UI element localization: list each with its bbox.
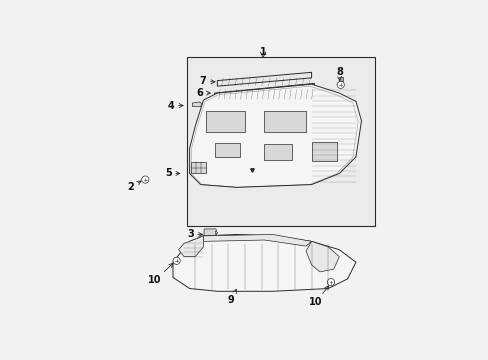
Polygon shape	[189, 84, 361, 187]
Text: 10: 10	[148, 263, 173, 285]
Bar	[191, 162, 206, 174]
Polygon shape	[192, 102, 202, 107]
Polygon shape	[217, 72, 311, 86]
Circle shape	[336, 81, 344, 89]
Polygon shape	[305, 242, 339, 272]
Circle shape	[173, 257, 180, 264]
Circle shape	[327, 279, 334, 286]
Bar	[264, 144, 292, 159]
Polygon shape	[215, 231, 218, 234]
Circle shape	[142, 176, 148, 183]
Bar	[214, 143, 239, 157]
Bar	[186, 57, 375, 226]
Text: 6: 6	[196, 88, 210, 98]
Bar	[264, 111, 305, 132]
Bar	[311, 141, 336, 161]
Text: 8: 8	[335, 67, 342, 81]
FancyBboxPatch shape	[203, 229, 216, 237]
Text: 4: 4	[167, 100, 183, 111]
Text: 9: 9	[227, 289, 236, 305]
Text: 7: 7	[199, 76, 215, 86]
Text: 1: 1	[259, 46, 266, 57]
Text: 3: 3	[186, 229, 202, 239]
Polygon shape	[214, 84, 314, 99]
Bar	[206, 111, 244, 132]
Text: 5: 5	[164, 168, 180, 179]
Polygon shape	[173, 234, 355, 291]
Polygon shape	[178, 236, 203, 257]
Text: 2: 2	[127, 181, 141, 192]
Polygon shape	[203, 234, 311, 246]
Text: 10: 10	[308, 286, 328, 307]
